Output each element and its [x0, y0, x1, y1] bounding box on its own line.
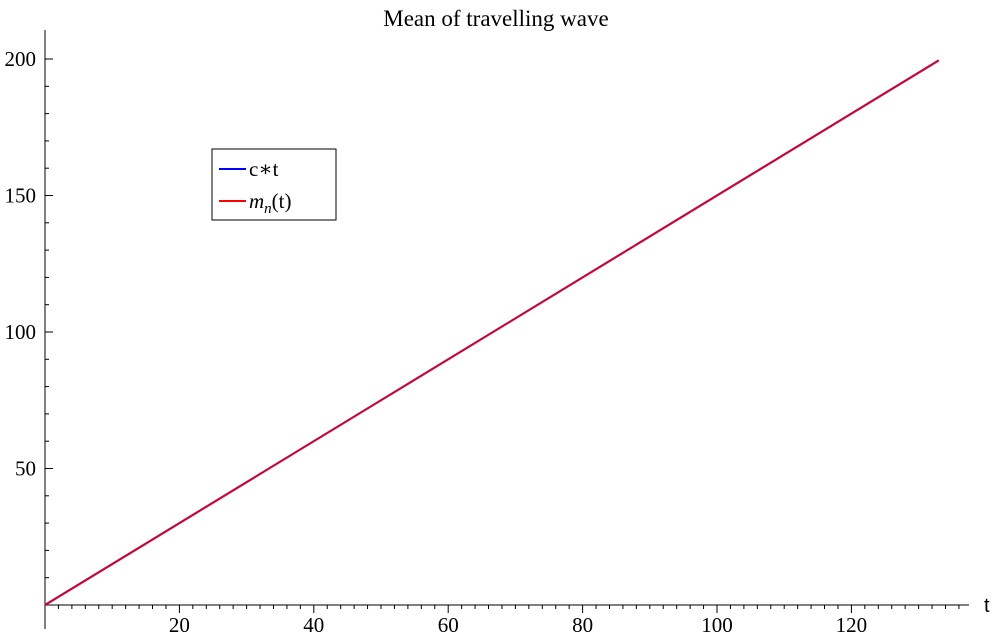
- x-tick-label: 120: [836, 613, 868, 637]
- legend: c∗t mn(t): [211, 148, 337, 221]
- plot-lines: [44, 59, 940, 606]
- series-line-1: [44, 59, 940, 606]
- x-tick-label: 80: [572, 613, 593, 637]
- x-tick-label: 100: [701, 613, 733, 637]
- legend-label-ct: c∗t: [249, 157, 279, 181]
- legend-box: [211, 148, 337, 221]
- legend-label-mn: mn(t): [249, 189, 292, 217]
- legend-label-mn-main: m: [249, 189, 264, 213]
- legend-label-mn-sub: n: [264, 201, 272, 217]
- x-tick-label: 60: [438, 613, 459, 637]
- x-axis-label: t: [984, 595, 990, 617]
- y-tick-label: 200: [5, 47, 37, 71]
- y-tick-label: 50: [15, 457, 36, 481]
- y-tick-label: 150: [5, 184, 37, 208]
- y-ticks: 50 100 150 200: [5, 47, 53, 579]
- y-tick-label: 100: [5, 320, 37, 344]
- chart-title: Mean of travelling wave: [383, 6, 608, 31]
- x-ticks: 20 40 60 80 100 120: [57, 605, 960, 637]
- legend-label-mn-rest: (t): [272, 189, 292, 213]
- x-tick-label: 20: [169, 613, 190, 637]
- x-tick-label: 40: [303, 613, 324, 637]
- axes: 20 40 60 80 100 120 50 100 150 200: [5, 30, 969, 637]
